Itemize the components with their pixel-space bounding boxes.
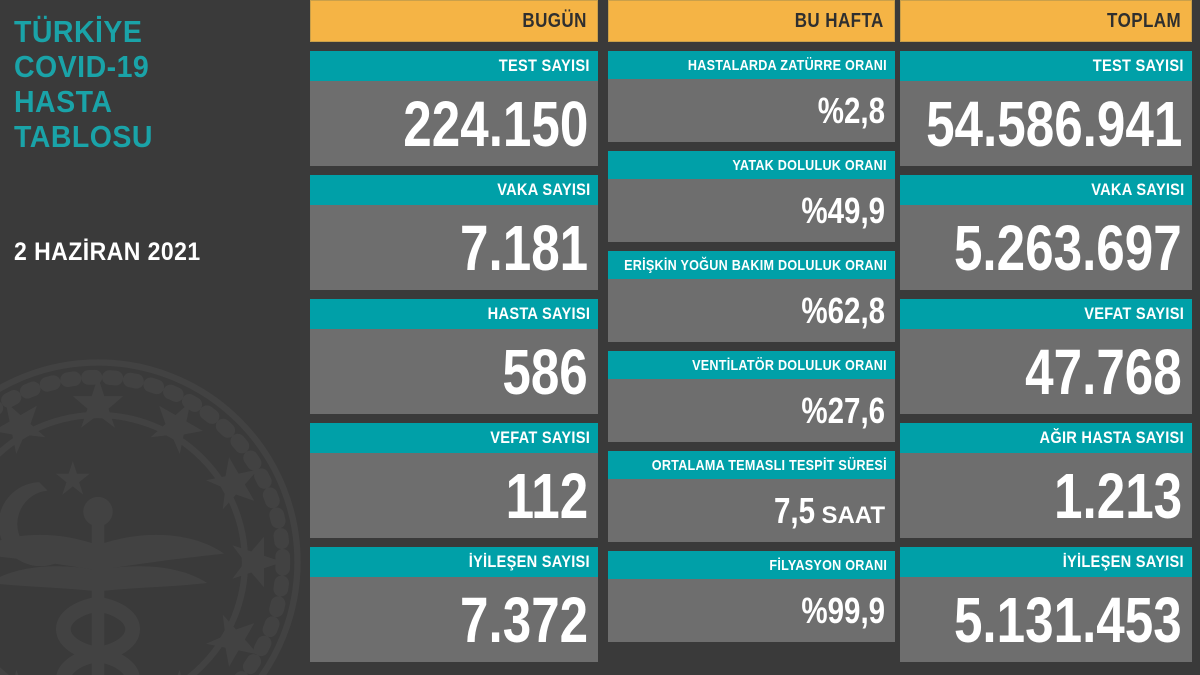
- stat-label: VAKA SAYISI: [1090, 180, 1184, 199]
- stat-value: 586: [502, 335, 588, 408]
- stat-card-total-test: TEST SAYISI 54.586.941: [900, 51, 1192, 166]
- column-header-week: BU HAFTA: [608, 0, 895, 42]
- stat-value: 112: [505, 459, 588, 532]
- column-today: BUGÜN TEST SAYISI 224.150 VAKA SAYISI 7.…: [310, 0, 598, 675]
- stat-card-today-test: TEST SAYISI 224.150: [310, 51, 598, 166]
- page-title: TÜRKİYE COVID-19 HASTA TABLOSU: [14, 14, 304, 154]
- stat-value-box: %62,8: [608, 279, 895, 342]
- title-line-1: TÜRKİYE: [14, 14, 143, 49]
- stat-label: ORTALAMA TEMASLI TESPİT SÜRESİ: [651, 456, 887, 474]
- stat-value: %62,8: [801, 289, 885, 331]
- stat-label-bar: VAKA SAYISI: [310, 175, 598, 205]
- stat-label-bar: FİLYASYON ORANI: [608, 551, 895, 579]
- stat-value: 7.181: [459, 211, 588, 284]
- stat-value: %2,8: [817, 89, 885, 131]
- stat-label: VEFAT SAYISI: [1084, 304, 1184, 323]
- stat-value-box: 586: [310, 329, 598, 414]
- stat-value-box: %2,8: [608, 79, 895, 142]
- stat-card-week-filiation-rate: FİLYASYON ORANI %99,9: [608, 551, 895, 642]
- stat-label: VENTİLATÖR DOLULUK ORANI: [692, 356, 887, 374]
- stat-label: İYİLEŞEN SAYISI: [1062, 552, 1184, 571]
- stat-label-bar: AĞIR HASTA SAYISI: [900, 423, 1192, 453]
- stat-value: %27,6: [801, 389, 885, 431]
- column-week: BU HAFTA HASTALARDA ZATÜRRE ORANI %2,8 Y…: [608, 0, 895, 675]
- stat-label: İYİLEŞEN SAYISI: [468, 552, 590, 571]
- stat-value-box: 7.181: [310, 205, 598, 290]
- stat-value-box: 112: [310, 453, 598, 538]
- stat-card-week-contact-tracing-time: ORTALAMA TEMASLI TESPİT SÜRESİ 7,5 SAAT: [608, 451, 895, 542]
- title-line-2: COVID-19: [14, 49, 150, 84]
- stat-value: 5.131.453: [954, 583, 1182, 656]
- stat-label-bar: VAKA SAYISI: [900, 175, 1192, 205]
- title-line-3: HASTA: [14, 84, 113, 119]
- turkish-ministry-of-health-emblem-icon: [0, 359, 301, 675]
- stat-card-total-cases: VAKA SAYISI 5.263.697: [900, 175, 1192, 290]
- stat-card-week-pneumonia: HASTALARDA ZATÜRRE ORANI %2,8: [608, 51, 895, 142]
- stat-label-bar: İYİLEŞEN SAYISI: [900, 547, 1192, 577]
- stat-card-total-deaths: VEFAT SAYISI 47.768: [900, 299, 1192, 414]
- stat-label-bar: ORTALAMA TEMASLI TESPİT SÜRESİ: [608, 451, 895, 479]
- stat-value-box: 47.768: [900, 329, 1192, 414]
- stat-label: AĞIR HASTA SAYISI: [1039, 428, 1184, 447]
- stat-card-today-patients: HASTA SAYISI 586: [310, 299, 598, 414]
- column-header-today-label: BUGÜN: [522, 9, 587, 32]
- stat-label-bar: HASTALARDA ZATÜRRE ORANI: [608, 51, 895, 79]
- column-header-today: BUGÜN: [310, 0, 598, 42]
- column-header-week-label: BU HAFTA: [794, 9, 884, 32]
- stat-value: 7.372: [459, 583, 588, 656]
- column-header-total-label: TOPLAM: [1106, 9, 1181, 32]
- stat-card-week-ventilator-occupancy: VENTİLATÖR DOLULUK ORANI %27,6: [608, 351, 895, 442]
- stat-label-bar: VENTİLATÖR DOLULUK ORANI: [608, 351, 895, 379]
- stat-value: 54.586.941: [925, 87, 1182, 160]
- stat-label-bar: İYİLEŞEN SAYISI: [310, 547, 598, 577]
- stat-value-box: %99,9: [608, 579, 895, 642]
- stat-label: TEST SAYISI: [1093, 56, 1184, 75]
- stat-label: HASTA SAYISI: [487, 304, 590, 323]
- left-panel: TÜRKİYE COVID-19 HASTA TABLOSU 2 HAZİRAN…: [0, 0, 310, 675]
- stat-value: 1.213: [1053, 459, 1182, 532]
- stat-value: %99,9: [801, 589, 885, 631]
- stat-label: HASTALARDA ZATÜRRE ORANI: [687, 56, 887, 74]
- stat-card-today-recovered: İYİLEŞEN SAYISI 7.372: [310, 547, 598, 662]
- stat-card-today-deaths: VEFAT SAYISI 112: [310, 423, 598, 538]
- stat-label: YATAK DOLULUK ORANI: [732, 156, 887, 174]
- title-line-4: TABLOSU: [14, 119, 153, 154]
- stat-card-week-bed-occupancy: YATAK DOLULUK ORANI %49,9: [608, 151, 895, 242]
- stat-label-bar: TEST SAYISI: [900, 51, 1192, 81]
- report-date: 2 HAZİRAN 2021: [14, 238, 201, 266]
- stat-value: 7,5: [774, 489, 816, 531]
- stat-label-bar: VEFAT SAYISI: [900, 299, 1192, 329]
- stat-card-week-icu-occupancy: ERİŞKİN YOĞUN BAKIM DOLULUK ORANI %62,8: [608, 251, 895, 342]
- stat-value-box: %49,9: [608, 179, 895, 242]
- stat-value-box: 224.150: [310, 81, 598, 166]
- stat-label: VAKA SAYISI: [496, 180, 590, 199]
- stat-value-box: 1.213: [900, 453, 1192, 538]
- stat-value: 5.263.697: [954, 211, 1182, 284]
- stat-value-box: 5.263.697: [900, 205, 1192, 290]
- stat-value-box: %27,6: [608, 379, 895, 442]
- stat-label: ERİŞKİN YOĞUN BAKIM DOLULUK ORANI: [624, 256, 887, 274]
- stat-value-box: 54.586.941: [900, 81, 1192, 166]
- stat-label-bar: YATAK DOLULUK ORANI: [608, 151, 895, 179]
- stat-label: VEFAT SAYISI: [490, 428, 590, 447]
- stat-label-bar: VEFAT SAYISI: [310, 423, 598, 453]
- stat-label-bar: ERİŞKİN YOĞUN BAKIM DOLULUK ORANI: [608, 251, 895, 279]
- stat-card-total-critical: AĞIR HASTA SAYISI 1.213: [900, 423, 1192, 538]
- stat-label: FİLYASYON ORANI: [769, 556, 887, 574]
- stat-value: 224.150: [402, 87, 588, 160]
- stat-value: 47.768: [1025, 335, 1182, 408]
- stat-card-today-cases: VAKA SAYISI 7.181: [310, 175, 598, 290]
- column-header-total: TOPLAM: [900, 0, 1192, 42]
- stat-value: %49,9: [801, 189, 885, 231]
- stat-label-bar: HASTA SAYISI: [310, 299, 598, 329]
- stat-value-box: 5.131.453: [900, 577, 1192, 662]
- stat-card-total-recovered: İYİLEŞEN SAYISI 5.131.453: [900, 547, 1192, 662]
- stat-label-bar: TEST SAYISI: [310, 51, 598, 81]
- column-total: TOPLAM TEST SAYISI 54.586.941 VAKA SAYIS…: [900, 0, 1192, 675]
- stat-unit: SAAT: [821, 501, 885, 529]
- stat-label: TEST SAYISI: [499, 56, 590, 75]
- stat-value-box: 7.372: [310, 577, 598, 662]
- stat-value-box: 7,5 SAAT: [608, 479, 895, 542]
